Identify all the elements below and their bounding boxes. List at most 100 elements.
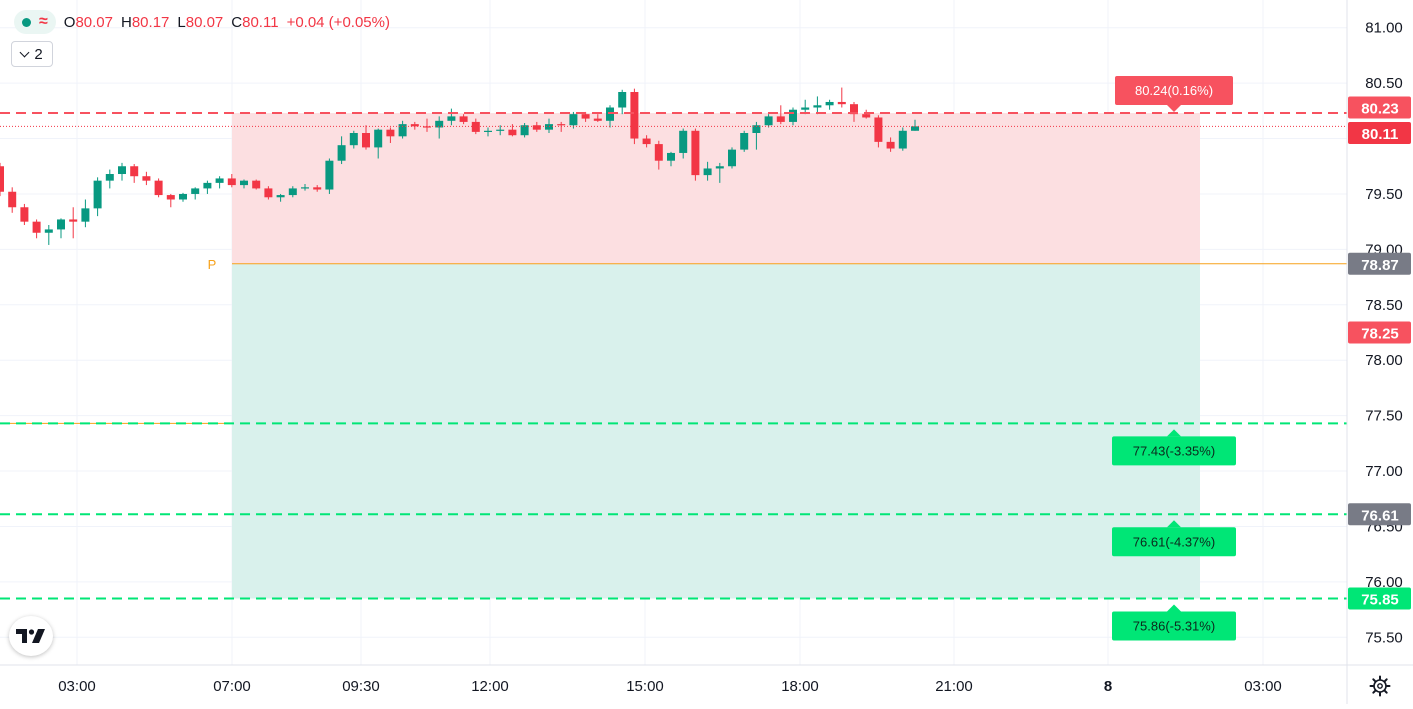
ohlc-high-label: H <box>121 13 132 31</box>
candle-body <box>362 133 370 148</box>
candle-body <box>837 101 846 105</box>
candle-body <box>44 229 53 233</box>
candle-body <box>520 125 529 136</box>
time-tick-label: 03:00 <box>58 678 96 695</box>
ohlc-legend: ≈ O80.07 H80.17 L80.07 C80.11 +0.04 (+0.… <box>14 10 390 34</box>
candle-body <box>349 133 358 146</box>
axis-badge-bg <box>1348 252 1411 275</box>
candle-body <box>57 219 65 230</box>
ohlc-open: O80.07 <box>64 14 113 31</box>
last-price-badge: 80.11 <box>1348 122 1411 144</box>
tag-pointer <box>1167 429 1181 437</box>
candle-body <box>654 144 663 161</box>
target-tag-3[interactable]: 75.86(-5.31%) <box>1112 604 1236 641</box>
axis-badge-text: 78.25 <box>1361 326 1399 343</box>
candle-body <box>471 121 480 132</box>
ohlc-change: +0.04 (+0.05%) <box>286 13 390 31</box>
target-tag-2[interactable]: 76.61(-4.37%) <box>1112 520 1236 557</box>
market-status-dot-icon <box>22 17 31 27</box>
ohlc-high: H80.17 <box>121 14 169 31</box>
candle-body <box>557 124 566 126</box>
candle-body <box>618 91 627 108</box>
candle-body <box>581 114 590 119</box>
candle-body <box>105 174 114 181</box>
entry-price-badge: 78.87 <box>1348 252 1411 275</box>
price-tick-label: 76.00 <box>1365 574 1403 591</box>
candle-body <box>203 182 212 189</box>
ohlc-low: L80.07 <box>177 14 223 31</box>
candle-body <box>423 126 431 128</box>
candle-body <box>740 133 749 150</box>
tradingview-logo-icon[interactable] <box>9 616 53 656</box>
axis-badge-bg <box>1348 122 1411 144</box>
candle-body <box>313 187 322 190</box>
candle-body <box>569 114 578 126</box>
stop-loss-tag[interactable]: 80.24(0.16%) <box>1115 76 1233 113</box>
ohlc-close: C80.11 <box>231 14 278 31</box>
pivot-marker-label: P <box>208 257 217 272</box>
candle-body <box>435 120 444 128</box>
tag-text: 80.24(0.16%) <box>1135 83 1213 98</box>
candle-body <box>142 176 151 181</box>
target-price-badge-3: 75.85 <box>1348 587 1411 610</box>
axis-badge-bg <box>1348 96 1411 119</box>
candle-body <box>789 109 797 122</box>
candle-body <box>850 104 858 115</box>
candle-body <box>630 91 639 139</box>
symbol-status-pill[interactable]: ≈ <box>14 10 56 34</box>
candle-body <box>69 219 78 222</box>
candle-body <box>484 130 492 132</box>
gear-glyph <box>1369 675 1391 697</box>
axis-badge-text: 80.23 <box>1361 101 1399 118</box>
settings-gear-icon[interactable] <box>1366 672 1394 700</box>
time-tick-label: 03:00 <box>1244 678 1282 695</box>
candle-body <box>0 166 4 192</box>
candle-body <box>301 187 309 189</box>
price-tick-label: 75.50 <box>1365 629 1403 646</box>
candle-body <box>93 180 102 209</box>
time-tick-label: 12:00 <box>471 678 509 695</box>
candle-body <box>874 117 883 142</box>
indicator-count: 2 <box>34 45 43 63</box>
target-tag-1[interactable]: 77.43(-3.35%) <box>1112 429 1236 466</box>
ohlc-close-label: C <box>231 13 243 31</box>
price-tick-label: 81.00 <box>1365 20 1403 37</box>
axis-badge-bg <box>1348 503 1411 526</box>
time-tick-label: 8 <box>1104 678 1112 695</box>
candle-body <box>240 180 248 186</box>
time-tick-label: 15:00 <box>626 678 664 695</box>
candle-body <box>374 129 383 148</box>
ohlc-open-label: O <box>63 13 76 31</box>
target-price-badge-2: 76.61 <box>1348 503 1411 526</box>
candle-body <box>496 129 505 131</box>
candle-body <box>813 105 822 108</box>
candle-body <box>264 188 273 198</box>
candle-body <box>715 166 724 169</box>
candle-body <box>227 178 236 186</box>
candle-body <box>642 138 651 145</box>
price-tick-label: 80.50 <box>1365 75 1403 92</box>
candle-body <box>130 166 139 177</box>
candle-body <box>20 207 29 222</box>
price-tick-label: 77.00 <box>1365 463 1403 480</box>
time-tick-label: 09:30 <box>342 678 380 695</box>
ohlc-low-value: 80.07 <box>185 13 224 31</box>
tag-text: 75.86(-5.31%) <box>1133 619 1215 634</box>
profit-zone <box>232 263 1200 599</box>
candle-body <box>691 130 700 176</box>
candle-body <box>252 180 261 189</box>
candle-body <box>32 221 41 233</box>
candle-body <box>886 141 895 149</box>
candle-body <box>447 116 456 121</box>
candle-body <box>191 188 200 194</box>
axis-badge-bg <box>1348 321 1411 344</box>
axis-badge-bg <box>1348 587 1411 610</box>
indicators-collapse-button[interactable]: 2 <box>11 41 53 67</box>
candle-body <box>179 193 187 200</box>
candle-body <box>801 107 810 110</box>
tag-text: 76.61(-4.37%) <box>1133 534 1215 549</box>
candle-body <box>154 180 163 196</box>
ohlc-high-value: 80.17 <box>131 13 170 31</box>
